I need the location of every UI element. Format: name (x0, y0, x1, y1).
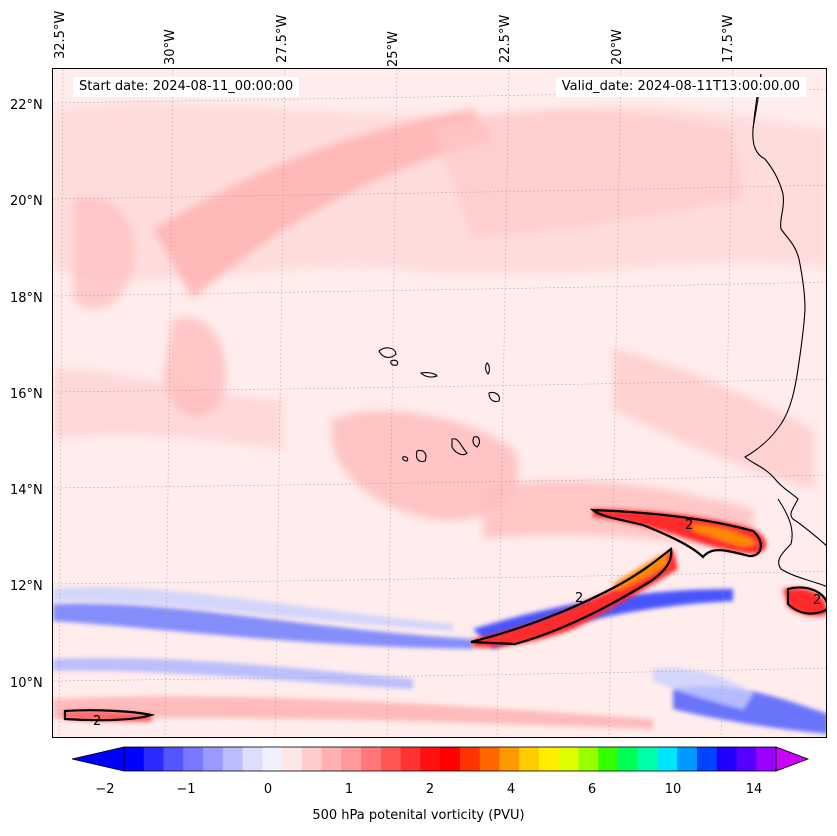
valid-date-box: Valid_date: 2024-08-11T13:00:00.00 (555, 77, 806, 97)
cb-tick-14: 14 (745, 782, 763, 797)
contour-label-4: 2 (813, 593, 821, 608)
contour-label-1: 2 (575, 591, 583, 606)
colorbar-swatch (282, 747, 303, 771)
cb-tick-2: 2 (425, 782, 435, 797)
colorbar-swatch (262, 747, 283, 771)
colorbar-swatch (538, 747, 560, 771)
map-panel: 2 2 2 2 Start date: 2024-08-11_00:00:00 … (52, 68, 827, 738)
colorbar-swatch (558, 747, 579, 771)
colorbar-swatch (657, 747, 678, 771)
lat-label-14n: 14°N (10, 483, 43, 498)
colorbar-swatch (380, 747, 402, 771)
lat-label-18n: 18°N (10, 291, 43, 306)
colorbar-swatch (400, 747, 421, 771)
colorbar-swatch (578, 747, 599, 771)
cb-tick-neg2: −2 (95, 782, 115, 797)
colorbar-swatch (143, 747, 165, 771)
colorbar-swatch (203, 747, 224, 771)
lat-label-22n: 22°N (10, 98, 43, 113)
cb-tick-0: 0 (263, 782, 273, 797)
cb-tick-10: 10 (664, 782, 682, 797)
contour-label-2: 2 (685, 518, 693, 533)
colorbar-swatch (459, 747, 481, 771)
pv-field-map: 2 2 2 2 (53, 69, 826, 737)
colorbar-swatch (677, 747, 698, 771)
cb-tick-1: 1 (344, 782, 354, 797)
colorbar-swatch (440, 747, 461, 771)
colorbar-swatch (301, 747, 323, 771)
lon-label-20w: 20°W (610, 29, 625, 65)
colorbar-swatch (598, 747, 619, 771)
colorbar-swatch (222, 747, 244, 771)
cb-tick-6: 6 (587, 782, 597, 797)
start-date-text: Start date: 2024-08-11_00:00:00 (79, 79, 294, 94)
cape-verde-islands (378, 347, 500, 463)
lon-label-32.5w: 32.5°W (53, 10, 68, 59)
contour-labels: 2 2 2 2 (93, 518, 821, 729)
colorbar-swatch (519, 747, 540, 771)
colorbar (71, 746, 810, 772)
lat-label-20n: 20°N (10, 194, 43, 209)
colorbar-swatch (479, 747, 500, 771)
graticule (53, 69, 826, 737)
colorbar-swatch (716, 747, 737, 771)
colorbar-swatch (341, 747, 362, 771)
lon-label-27.5w: 27.5°W (275, 14, 290, 63)
colorbar-swatch (617, 747, 639, 771)
pv-light-field (53, 103, 826, 549)
colorbar-over-arrow (775, 746, 810, 772)
cb-tick-neg1: −1 (176, 782, 196, 797)
lon-label-30w: 30°W (163, 29, 178, 65)
colorbar-swatch (361, 747, 382, 771)
lat-label-10n: 10°N (10, 676, 43, 691)
colorbar-swatch (736, 747, 757, 771)
pv-contour-2 (63, 508, 826, 722)
colorbar-under-arrow (71, 746, 125, 772)
colorbar-swatch (183, 747, 204, 771)
pv-negative-bands (53, 587, 826, 734)
colorbar-outline (123, 746, 777, 772)
lon-label-22.5w: 22.5°W (498, 14, 513, 63)
colorbar-label: 500 hPa potenital vorticity (PVU) (312, 808, 525, 823)
valid-date-text: Valid_date: 2024-08-11T13:00:00.00 (561, 79, 800, 94)
lon-label-17.5w: 17.5°W (721, 14, 736, 63)
lat-label-16n: 16°N (10, 387, 43, 402)
colorbar-swatch (163, 747, 184, 771)
lat-label-12n: 12°N (10, 579, 43, 594)
colorbar-swatch (124, 747, 145, 771)
contour-label-3: 2 (93, 714, 101, 729)
colorbar-swatch (420, 747, 441, 771)
colorbar-swatch (321, 747, 342, 771)
lon-label-25w: 25°W (386, 31, 401, 67)
colorbar-swatch (696, 747, 718, 771)
colorbar-swatch (756, 747, 777, 771)
colorbar-swatch (499, 747, 520, 771)
start-date-box: Start date: 2024-08-11_00:00:00 (73, 77, 300, 97)
colorbar-swatch (242, 747, 263, 771)
colorbar-swatch (637, 747, 658, 771)
cb-tick-4: 4 (506, 782, 516, 797)
